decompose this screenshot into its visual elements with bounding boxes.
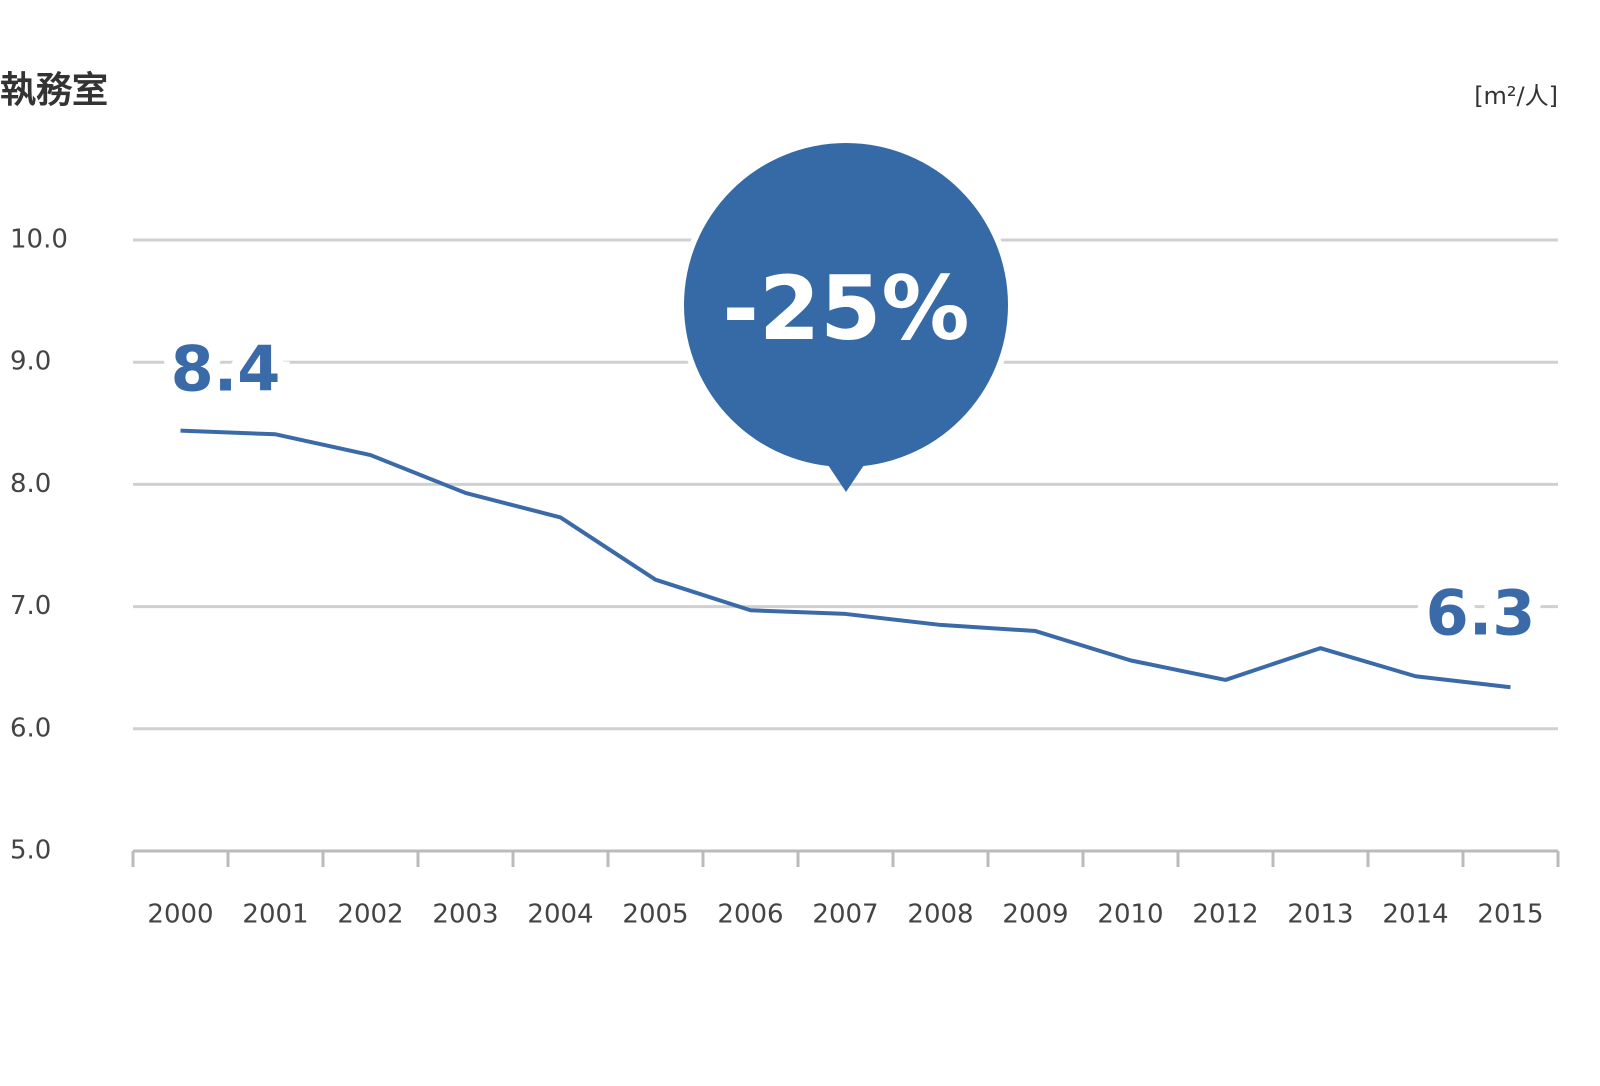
callout: -25% bbox=[678, 137, 1014, 492]
data-line bbox=[180, 428, 1511, 690]
x-tick-label: 2010 bbox=[1097, 900, 1163, 930]
x-tick-label: 2004 bbox=[527, 900, 593, 930]
y-tick-label: 5.0 bbox=[10, 836, 51, 866]
data-label: 8.4 bbox=[171, 333, 281, 406]
y-tick-label: 9.0 bbox=[10, 347, 51, 377]
x-tick-label: 2002 bbox=[337, 900, 403, 930]
chart-title: 執務室 bbox=[0, 70, 108, 111]
y-tick-label: 7.0 bbox=[10, 591, 51, 621]
grid: 5.0 6.0 7.0 8.0 9.0 10.0 2000 2001 2002 2003 2004 2… bbox=[10, 225, 1560, 930]
x-tick-label: 2015 bbox=[1477, 900, 1543, 930]
unit-label: [m²/人] bbox=[1474, 82, 1558, 110]
x-tick-label: 2013 bbox=[1287, 900, 1353, 930]
x-tick-label: 2001 bbox=[242, 900, 308, 930]
callout-bubble bbox=[684, 143, 1008, 467]
x-tick-label: 2000 bbox=[147, 900, 213, 930]
x-tick-label: 2014 bbox=[1382, 900, 1448, 930]
x-tick-label: 2007 bbox=[812, 900, 878, 930]
plot: 8.4 6.3 bbox=[159, 321, 1547, 690]
callout-text: -25% bbox=[722, 257, 969, 360]
x-tick-label: 2012 bbox=[1192, 900, 1258, 930]
x-tick-label: 2009 bbox=[1002, 900, 1068, 930]
x-tick-label: 2006 bbox=[717, 900, 783, 930]
callout-pointer bbox=[826, 462, 866, 492]
x-tick-label: 2003 bbox=[432, 900, 498, 930]
y-tick-label: 6.0 bbox=[10, 713, 51, 743]
y-tick-label: 8.0 bbox=[10, 469, 51, 499]
x-tick-label: 2008 bbox=[907, 900, 973, 930]
y-tick-label: 10.0 bbox=[10, 225, 68, 255]
data-label: 6.3 bbox=[1426, 576, 1536, 649]
x-tick-label: 2005 bbox=[622, 900, 688, 930]
